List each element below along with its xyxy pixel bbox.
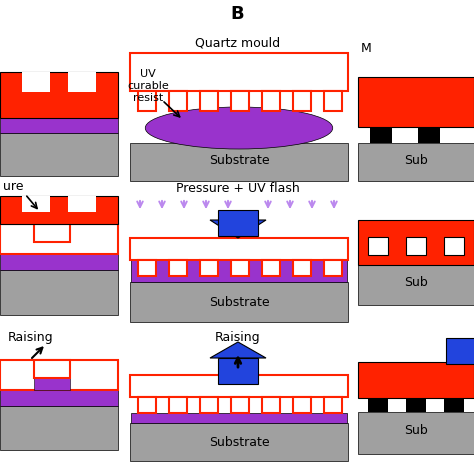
Bar [324, 260, 342, 276]
Bar [358, 220, 474, 265]
Text: Substrate: Substrate [209, 437, 269, 449]
Bar [324, 397, 342, 413]
Bar [358, 265, 474, 305]
Bar [358, 412, 474, 454]
Bar [368, 398, 388, 412]
Bar [200, 260, 218, 276]
Bar [444, 398, 464, 412]
Bar [218, 358, 258, 384]
Bar [406, 398, 426, 412]
Bar [138, 397, 156, 413]
Text: Raising: Raising [215, 330, 261, 344]
Polygon shape [210, 220, 266, 238]
Bar [139, 397, 155, 413]
Text: Sub: Sub [404, 276, 428, 290]
Bar [0, 390, 118, 406]
Bar [0, 406, 118, 450]
Text: Sub: Sub [404, 154, 428, 166]
Bar [138, 260, 156, 276]
Bar [130, 143, 348, 181]
Bar [262, 91, 280, 111]
Bar [444, 237, 464, 255]
Bar [0, 72, 118, 118]
Bar [200, 91, 218, 111]
Ellipse shape [145, 107, 333, 149]
Bar [406, 237, 426, 255]
Bar [231, 91, 249, 111]
Bar [262, 397, 280, 413]
Bar [446, 338, 474, 364]
Bar [325, 397, 341, 413]
Bar [358, 143, 474, 181]
Bar [131, 413, 347, 423]
Bar [0, 254, 118, 270]
Bar [231, 260, 249, 276]
Bar [138, 91, 156, 111]
Bar [130, 375, 348, 397]
Bar [232, 397, 248, 413]
Text: Raising: Raising [8, 330, 54, 344]
Bar [358, 362, 474, 398]
Bar [131, 260, 347, 282]
Bar [294, 397, 310, 413]
Text: M: M [361, 42, 372, 55]
Bar [418, 127, 440, 143]
Bar [0, 270, 118, 315]
Bar [201, 397, 217, 413]
Bar [130, 282, 348, 322]
Text: Substrate: Substrate [209, 154, 269, 166]
Text: UV
curable
resist: UV curable resist [127, 69, 169, 102]
Bar [68, 72, 96, 92]
Bar [368, 237, 388, 255]
Text: Substrate: Substrate [209, 295, 269, 309]
Bar [218, 210, 258, 236]
Bar [293, 397, 311, 413]
Bar [169, 260, 187, 276]
Bar [262, 260, 280, 276]
Bar [22, 196, 50, 212]
Bar [200, 397, 218, 413]
Bar [0, 196, 118, 224]
Text: Pressure + UV flash: Pressure + UV flash [176, 182, 300, 194]
Bar [22, 72, 50, 92]
Text: B: B [230, 5, 244, 23]
Bar [130, 53, 348, 91]
Bar [34, 360, 70, 378]
Polygon shape [210, 342, 266, 358]
Bar [34, 224, 70, 242]
Bar [170, 397, 186, 413]
Text: Quartz mould: Quartz mould [195, 36, 281, 49]
Bar [34, 375, 70, 390]
Bar [0, 118, 118, 133]
Bar [293, 260, 311, 276]
Bar [0, 224, 118, 254]
Bar [68, 196, 96, 212]
Text: ure: ure [3, 180, 24, 192]
Bar [169, 397, 187, 413]
Bar [0, 360, 118, 390]
Bar [370, 127, 392, 143]
Bar [231, 397, 249, 413]
Bar [169, 91, 187, 111]
Bar [324, 91, 342, 111]
Bar [130, 423, 348, 461]
Bar [358, 77, 474, 127]
Bar [263, 397, 279, 413]
Bar [0, 133, 118, 176]
Bar [130, 238, 348, 260]
Bar [293, 91, 311, 111]
Text: Sub: Sub [404, 425, 428, 438]
